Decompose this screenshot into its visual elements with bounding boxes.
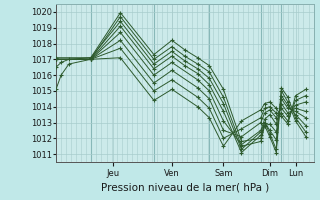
X-axis label: Pression niveau de la mer( hPa ): Pression niveau de la mer( hPa ) [101,182,269,192]
